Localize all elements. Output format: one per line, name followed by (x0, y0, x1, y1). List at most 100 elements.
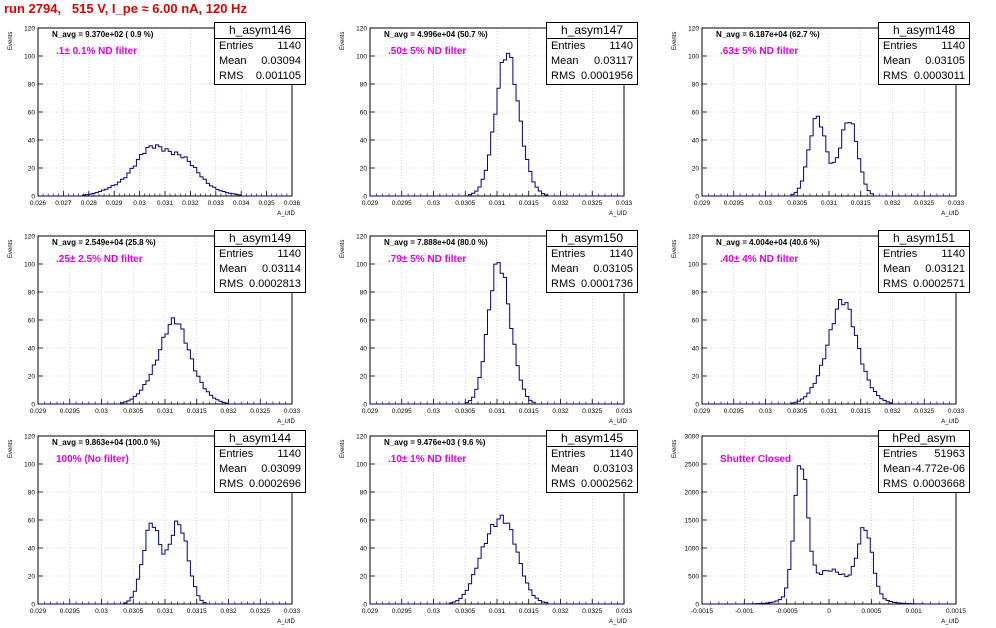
histogram-line (702, 115, 956, 197)
x-axis-label: A_UID (277, 619, 295, 625)
y-tick-label: 0 (31, 194, 35, 201)
y-tick-label: 60 (360, 318, 368, 325)
histogram-name: h_asym144 (215, 431, 305, 447)
x-tick-label: 0.033 (284, 608, 301, 615)
x-tick-label: 0.0325 (250, 408, 270, 415)
x-tick-label: 0.0315 (519, 200, 539, 207)
stats-label: Entries (883, 248, 918, 260)
x-axis-label: A_UID (277, 211, 295, 217)
stats-row-rms: RMS 0.0002571 (879, 277, 969, 292)
x-tick-label: 0.032 (884, 408, 901, 415)
x-axis-label: A_UID (609, 211, 627, 217)
x-tick-label: 0.0325 (582, 200, 602, 207)
x-tick-label: 0.0305 (123, 408, 143, 415)
y-tick-label: 80 (692, 290, 700, 297)
y-tick-label: 60 (692, 318, 700, 325)
y-tick-label: 0 (695, 402, 699, 409)
y-tick-label: 120 (688, 26, 699, 33)
stats-label: Entries (551, 448, 586, 460)
stats-value: 0.03105 (925, 55, 965, 67)
stats-box: hPed_asym Entries 51963 Mean -4.772e-06 RMS 0.… (878, 430, 970, 493)
y-tick-label: 20 (360, 166, 368, 173)
stats-label: RMS (551, 70, 576, 82)
stats-value: 0.0002571 (913, 278, 965, 290)
histogram-line (38, 317, 292, 405)
navg-label: N_avg = 2.549e+04 (25.8 %) (52, 238, 156, 247)
stats-value: 0.03117 (594, 55, 633, 67)
x-tick-label: 0.032 (220, 608, 237, 615)
navg-label: N_avg = 6.187e+04 (62.7 %) (716, 30, 820, 39)
stats-label: RMS (551, 278, 576, 290)
x-tick-label: 0.0325 (914, 408, 934, 415)
stats-label: RMS (219, 70, 244, 82)
y-tick-label: 20 (360, 374, 368, 381)
histogram-chart: 0.029 0.0295 0.03 0.0305 0.031 0.0315 0.032 0.0… (8, 434, 301, 626)
x-axis-label: A_UID (609, 619, 627, 625)
stats-value: 0.0001956 (581, 70, 633, 82)
x-tick-label: 0.0295 (724, 408, 744, 415)
y-axis-label: Events (672, 32, 678, 50)
stats-label: Entries (551, 40, 586, 52)
x-tick-label: 0.026 (30, 200, 47, 207)
x-tick-label: 0.029 (694, 200, 711, 207)
stats-row-mean: Mean 0.03103 (547, 462, 637, 477)
x-tick-label: 0.034 (233, 200, 250, 207)
y-tick-label: 120 (24, 434, 35, 441)
histogram-name: h_asym150 (547, 231, 637, 247)
y-tick-label: 40 (692, 346, 700, 353)
stats-label: Mean (551, 263, 579, 275)
y-tick-label: 100 (356, 262, 367, 269)
stats-label: RMS (883, 278, 908, 290)
y-tick-label: 100 (356, 462, 367, 469)
y-axis-label: Events (672, 240, 678, 258)
x-tick-label: 0.03 (95, 608, 108, 615)
stats-row-rms: RMS 0.0001956 (547, 69, 637, 84)
x-tick-label: 0.0315 (851, 200, 871, 207)
filter-label: .25± 2.5% ND filter (56, 254, 143, 265)
stats-label: RMS (219, 478, 244, 490)
filter-label: .1± 0.1% ND filter (56, 46, 138, 57)
x-tick-label: 0.001 (906, 608, 923, 615)
y-tick-label: 80 (692, 82, 700, 89)
y-tick-label: 40 (360, 546, 368, 553)
stats-row-mean: Mean 0.03099 (215, 462, 305, 477)
x-tick-label: 0.0305 (787, 408, 807, 415)
histogram-panel-h_asym144: 0.029 0.0295 0.03 0.0305 0.031 0.0315 0.032 0.0… (0, 428, 332, 628)
stats-label: Entries (551, 248, 586, 260)
histogram-panel-h_asym145: 0.029 0.0295 0.03 0.0305 0.031 0.0315 0.032 0.0… (332, 428, 664, 628)
y-axis-label: Events (672, 440, 678, 458)
x-tick-label: 0.029 (694, 408, 711, 415)
stats-row-entries: Entries 1140 (547, 447, 637, 462)
stats-label: Mean (219, 55, 247, 67)
stats-label: Entries (219, 40, 254, 52)
stats-value: 1140 (941, 248, 965, 260)
y-tick-label: 40 (28, 546, 36, 553)
x-tick-label: 0.029 (362, 408, 379, 415)
stats-label: Entries (883, 40, 918, 52)
x-tick-label: 0.033 (616, 408, 633, 415)
stats-row-rms: RMS 0.0001736 (547, 277, 637, 292)
x-tick-label: 0.0005 (861, 608, 881, 615)
stats-label: RMS (551, 478, 576, 490)
x-tick-label: 0.029 (30, 608, 47, 615)
stats-row-mean: Mean 0.03114 (215, 262, 305, 277)
y-tick-label: 80 (360, 490, 368, 497)
x-axis-label: A_UID (941, 419, 959, 425)
stats-label: Mean (551, 463, 579, 475)
stats-box: h_asym148 Entries 1140 Mean 0.03105 RMS 0.0003… (878, 22, 970, 85)
y-tick-label: 100 (688, 262, 699, 269)
y-tick-label: 100 (688, 54, 699, 61)
stats-value: 1140 (277, 40, 301, 52)
x-tick-label: 0.027 (55, 200, 72, 207)
stats-row-entries: Entries 1140 (547, 39, 637, 54)
x-tick-label: 0.0305 (455, 200, 475, 207)
y-tick-label: 40 (692, 138, 700, 145)
y-tick-label: 0 (695, 602, 699, 609)
stats-row-rms: RMS 0.0002813 (215, 277, 305, 292)
x-tick-label: 0.031 (489, 608, 506, 615)
y-tick-label: 0 (363, 602, 367, 609)
histogram-chart: 0.029 0.0295 0.03 0.0305 0.031 0.0315 0.032 0.0… (672, 234, 965, 426)
histogram-panel-h_asym149: 0.029 0.0295 0.03 0.0305 0.031 0.0315 0.032 0.0… (0, 228, 332, 428)
x-tick-label: 0.028 (81, 200, 98, 207)
x-tick-label: 0.033 (208, 200, 225, 207)
